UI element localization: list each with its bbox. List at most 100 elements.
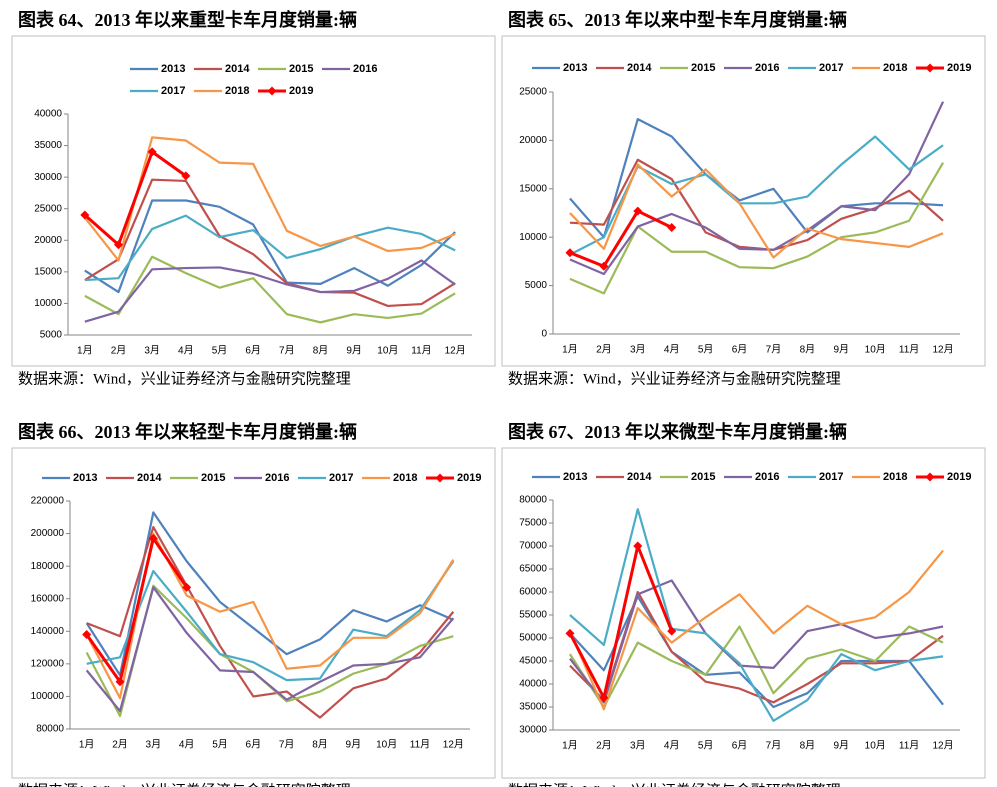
y-tick-label: 75000 bbox=[519, 518, 547, 529]
series-line bbox=[569, 101, 945, 276]
data-point bbox=[599, 261, 609, 271]
y-tick-label: 0 bbox=[541, 329, 547, 340]
series-line bbox=[84, 178, 456, 308]
source-note: 数据来源：Wind，兴业证券经济与金融研究院整理 bbox=[18, 781, 351, 787]
legend-label: 2019 bbox=[457, 472, 481, 484]
legend-label: 2017 bbox=[161, 85, 185, 97]
x-tick-label: 5月 bbox=[698, 740, 714, 752]
x-tick-label: 3月 bbox=[630, 344, 646, 356]
data-point bbox=[565, 628, 575, 638]
x-tick-label: 7月 bbox=[279, 739, 295, 751]
x-tick-label: 11月 bbox=[411, 345, 431, 357]
x-tick-label: 9月 bbox=[346, 345, 362, 357]
legend-label: 2014 bbox=[627, 62, 652, 74]
series-line bbox=[569, 163, 944, 259]
y-tick-label: 35000 bbox=[519, 702, 547, 713]
data-point bbox=[599, 693, 609, 703]
chart-title: 图表 65、2013 年以来中型卡车月度销量:辆 bbox=[508, 9, 847, 30]
x-tick-label: 9月 bbox=[834, 344, 850, 356]
series-line bbox=[569, 162, 944, 295]
y-tick-label: 50000 bbox=[519, 633, 547, 644]
series-line bbox=[568, 544, 674, 700]
chart-frame bbox=[11, 447, 496, 779]
source-note: 数据来源：Wind，兴业证券经济与金融研究院整理 bbox=[508, 369, 841, 387]
x-tick-label: 10月 bbox=[377, 345, 398, 357]
series-line bbox=[85, 511, 454, 677]
data-point bbox=[114, 240, 123, 250]
x-tick-label: 1月 bbox=[77, 345, 93, 357]
chart-frame bbox=[11, 35, 496, 367]
y-tick-label: 15000 bbox=[34, 266, 62, 277]
y-tick-label: 5000 bbox=[525, 280, 548, 291]
legend-marker bbox=[925, 472, 935, 482]
legend-label: 2013 bbox=[73, 472, 97, 484]
legend-label: 2016 bbox=[755, 471, 779, 483]
legend-label: 2013 bbox=[161, 63, 185, 75]
x-tick-label: 1月 bbox=[562, 740, 578, 752]
x-tick-label: 10月 bbox=[376, 739, 397, 751]
x-tick-label: 5月 bbox=[698, 344, 714, 356]
x-tick-label: 2月 bbox=[112, 739, 128, 751]
legend-label: 2018 bbox=[393, 472, 417, 484]
y-tick-label: 20000 bbox=[34, 235, 62, 246]
y-tick-label: 160000 bbox=[31, 593, 65, 604]
legend-label: 2015 bbox=[691, 471, 715, 483]
legend-label: 2016 bbox=[265, 472, 289, 484]
y-tick-label: 25000 bbox=[34, 203, 62, 214]
y-tick-label: 55000 bbox=[519, 610, 547, 621]
series-line bbox=[569, 579, 944, 704]
series-line bbox=[84, 199, 456, 294]
series-line bbox=[84, 259, 456, 323]
data-point bbox=[633, 541, 643, 551]
series-line bbox=[86, 560, 455, 682]
y-tick-label: 80000 bbox=[519, 495, 547, 506]
series-line bbox=[569, 625, 944, 709]
y-tick-label: 20000 bbox=[519, 135, 547, 146]
legend-label: 2013 bbox=[563, 471, 587, 483]
data-point bbox=[565, 248, 575, 258]
series-line bbox=[568, 549, 944, 711]
series-line bbox=[85, 536, 188, 684]
legend-label: 2017 bbox=[819, 471, 843, 483]
x-tick-label: 6月 bbox=[732, 740, 748, 752]
y-tick-label: 70000 bbox=[519, 541, 547, 552]
chart-title: 图表 67、2013 年以来微型卡车月度销量:辆 bbox=[508, 421, 847, 442]
y-tick-label: 120000 bbox=[31, 658, 65, 669]
x-tick-label: 4月 bbox=[664, 344, 680, 356]
x-tick-label: 4月 bbox=[178, 345, 194, 357]
y-tick-label: 80000 bbox=[36, 724, 64, 735]
x-tick-label: 5月 bbox=[212, 739, 228, 751]
y-tick-label: 100000 bbox=[31, 691, 65, 702]
y-tick-label: 40000 bbox=[34, 109, 62, 120]
legend-label: 2015 bbox=[289, 63, 313, 75]
chart-frame bbox=[501, 447, 986, 779]
x-tick-label: 11月 bbox=[899, 344, 919, 356]
legend-label: 2013 bbox=[563, 62, 587, 74]
legend-label: 2016 bbox=[755, 62, 779, 74]
x-tick-label: 10月 bbox=[865, 344, 886, 356]
x-tick-label: 8月 bbox=[800, 344, 816, 356]
series-line bbox=[569, 118, 944, 239]
series-line bbox=[83, 136, 456, 262]
x-tick-label: 1月 bbox=[562, 344, 578, 356]
legend-label: 2014 bbox=[137, 472, 162, 484]
x-tick-label: 9月 bbox=[834, 740, 850, 752]
legend-label: 2017 bbox=[819, 62, 843, 74]
series-line bbox=[86, 525, 455, 719]
series-line bbox=[85, 586, 455, 713]
legend-label: 2015 bbox=[201, 472, 225, 484]
legend-label: 2016 bbox=[353, 63, 377, 75]
legend-label: 2017 bbox=[329, 472, 353, 484]
x-tick-label: 12月 bbox=[932, 740, 953, 752]
y-tick-label: 30000 bbox=[34, 172, 62, 183]
chart-frame bbox=[501, 35, 986, 367]
data-point bbox=[82, 630, 92, 640]
x-tick-label: 10月 bbox=[865, 740, 886, 752]
y-tick-label: 5000 bbox=[40, 330, 63, 341]
x-tick-label: 2月 bbox=[596, 740, 612, 752]
legend-marker bbox=[267, 86, 277, 96]
x-tick-label: 8月 bbox=[313, 345, 329, 357]
legend-label: 2018 bbox=[225, 85, 249, 97]
series-line bbox=[569, 508, 944, 722]
source-note: 数据来源：Wind，兴业证券经济与金融研究院整理 bbox=[18, 369, 351, 387]
